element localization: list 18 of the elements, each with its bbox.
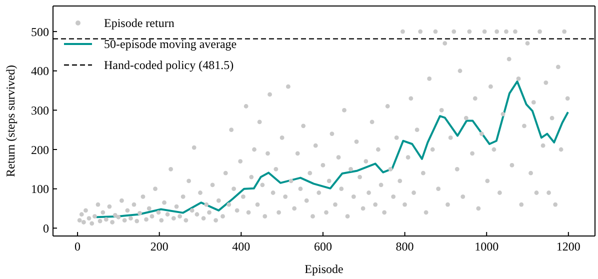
y-tick-label: 500 — [31, 24, 49, 39]
legend-label: 50-episode moving average — [104, 37, 237, 51]
y-tick-label: 100 — [31, 182, 49, 196]
y-axis-title: Return (steps survived) — [3, 65, 18, 177]
legend-label: Hand-coded policy (481.5) — [104, 58, 234, 72]
x-tick-label: 200 — [150, 240, 168, 254]
x-tick-label: 400 — [232, 240, 250, 254]
y-tick-label: 300 — [31, 103, 49, 118]
x-tick-label: 1000 — [474, 240, 499, 254]
y-tick-label: 200 — [31, 142, 49, 157]
legend-label: Episode return — [104, 16, 174, 30]
x-tick-label: 800 — [396, 240, 414, 254]
x-tick-label: 0 — [74, 240, 81, 254]
y-tick-label: 0 — [43, 221, 49, 236]
x-axis-title: Episode — [304, 262, 344, 276]
x-tick-label: 600 — [314, 240, 332, 254]
x-tick-label: 1200 — [556, 240, 580, 254]
y-tick-label: 400 — [31, 64, 49, 78]
